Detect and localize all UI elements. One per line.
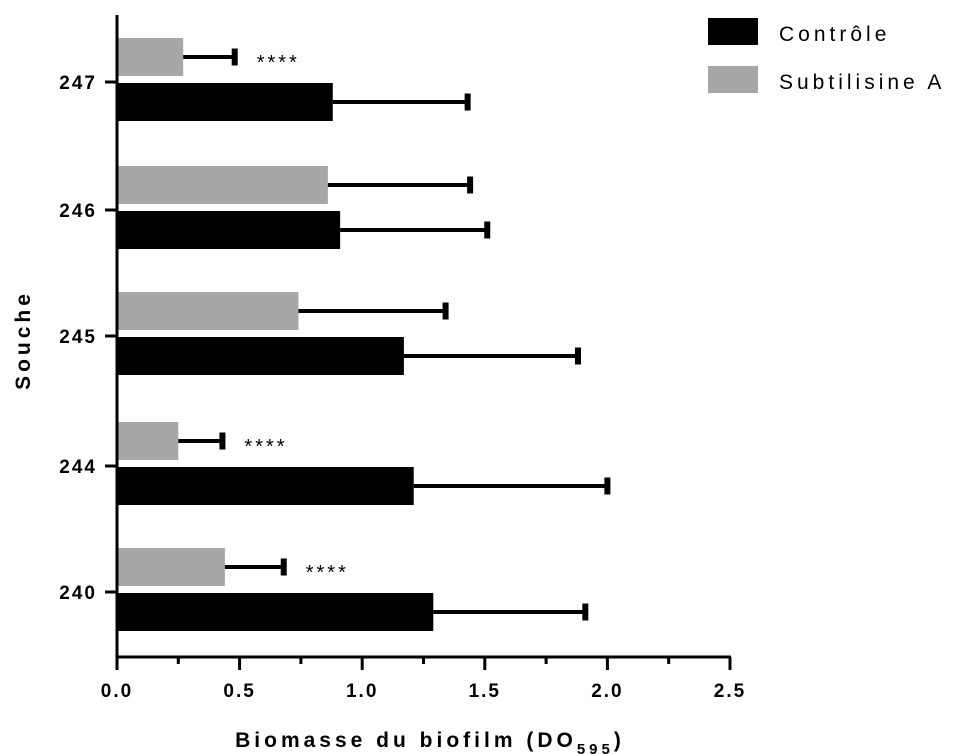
x-axis-title-subscript: 595 — [577, 741, 614, 754]
bar-controle-240 — [117, 593, 434, 631]
x-tick-label-2: 1.0 — [346, 681, 378, 702]
x-axis-title-close: ) — [614, 729, 625, 752]
significance-244: **** — [244, 436, 287, 458]
bar-controle-247 — [117, 83, 333, 121]
legend-swatch-subtilisine — [708, 66, 758, 93]
legend-swatch-controle — [708, 18, 758, 45]
y-tick-label-240: 240 — [59, 583, 97, 604]
x-tick-label-4: 2.0 — [591, 681, 623, 702]
bar-controle-246 — [117, 211, 341, 249]
axes-layer — [105, 15, 732, 670]
x-tick-label-3: 1.5 — [469, 681, 501, 702]
bar-subtilisine-245 — [117, 292, 299, 330]
y-tick-label-246: 246 — [59, 201, 97, 222]
x-axis-title: Biomasse du biofilm (DO595) — [235, 729, 625, 754]
bar-controle-245 — [117, 337, 404, 375]
legend: Contrôle Subtilisine A — [708, 18, 945, 94]
bar-subtilisine-246 — [117, 166, 328, 204]
bars-layer — [117, 38, 434, 631]
error-bars-layer — [178, 48, 611, 621]
y-tick-label-245: 245 — [59, 327, 97, 348]
significance-247: **** — [257, 52, 300, 74]
bar-subtilisine-240 — [117, 548, 225, 586]
bar-controle-244 — [117, 467, 414, 505]
y-tick-label-244: 244 — [59, 457, 97, 478]
x-tick-label-0: 0.0 — [101, 681, 133, 702]
significance-240: **** — [306, 562, 349, 584]
x-tick-label-5: 2.5 — [714, 681, 746, 702]
y-tick-label-247: 247 — [59, 73, 97, 94]
labels-layer: 247 246 245 244 240 **** **** **** 0.0 0.5 1.0 1.5 2… — [59, 52, 746, 702]
bar-subtilisine-244 — [117, 422, 179, 460]
x-tick-label-1: 0.5 — [223, 681, 255, 702]
legend-label-controle: Contrôle — [779, 23, 890, 46]
x-axis-title-main: Biomasse du biofilm (DO — [235, 729, 577, 752]
bar-subtilisine-247 — [117, 38, 184, 76]
y-axis-title: Souche — [12, 290, 35, 390]
legend-label-subtilisine: Subtilisine A — [779, 71, 945, 94]
